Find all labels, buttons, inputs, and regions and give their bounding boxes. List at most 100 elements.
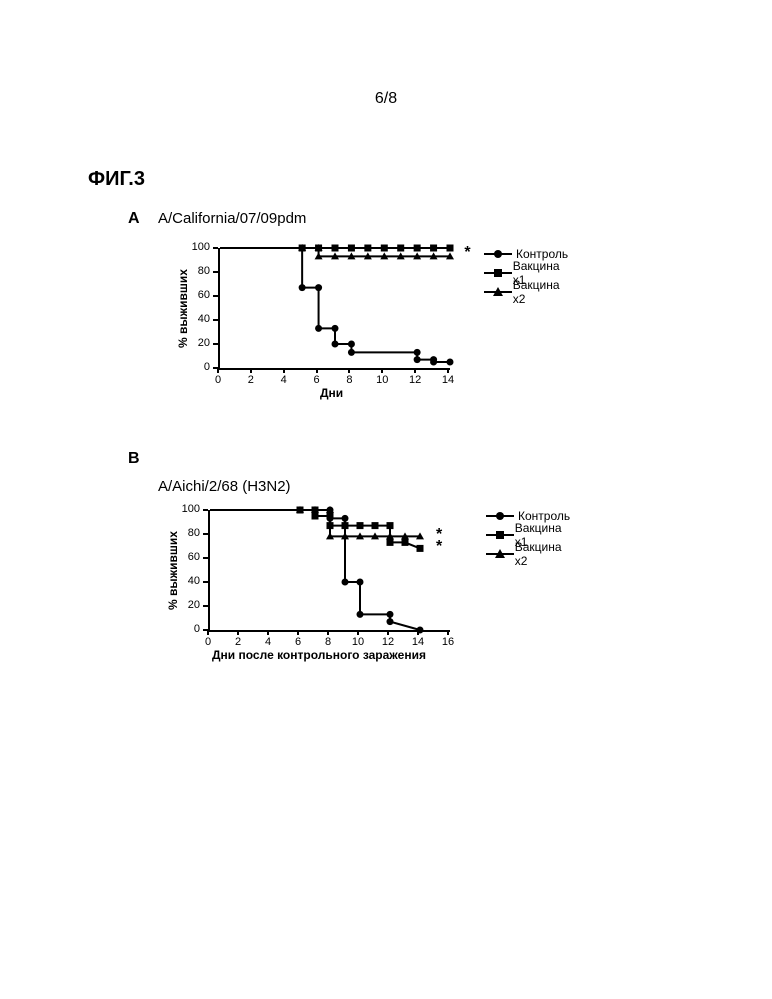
series-marker-control: [447, 359, 454, 366]
panel-b-title: A/Aichi/2/68 (H3N2): [158, 478, 291, 495]
x-tick-label: 2: [241, 374, 261, 386]
x-tick: [381, 368, 383, 373]
series-marker-control: [342, 515, 349, 522]
significance-asterisk: *: [464, 244, 470, 262]
series-marker-vaccine_x1: [348, 245, 355, 252]
panel-a-svg: [220, 248, 450, 368]
x-tick-label: 6: [288, 636, 308, 648]
x-tick: [327, 630, 329, 635]
panel-b-legend: КонтрольВакцина x1Вакцина x2: [486, 508, 570, 565]
x-tick: [447, 368, 449, 373]
x-tick: [357, 630, 359, 635]
legend-label: Вакцина x2: [515, 540, 570, 568]
page-number: 6/8: [0, 90, 772, 108]
series-marker-vaccine_x1: [387, 522, 394, 529]
series-marker-vaccine_x1: [397, 245, 404, 252]
series-marker-control: [332, 341, 339, 348]
legend-label: Вакцина x2: [513, 278, 568, 306]
x-tick-label: 0: [208, 374, 228, 386]
series-marker-vaccine_x1: [372, 522, 379, 529]
y-tick-label: 80: [180, 265, 210, 277]
legend-item: Вакцина x2: [484, 284, 568, 300]
y-tick-label: 20: [170, 599, 200, 611]
y-tick: [203, 581, 208, 583]
legend-marker-wrap: [486, 528, 511, 542]
x-tick: [217, 368, 219, 373]
x-tick: [387, 630, 389, 635]
legend-marker-triangle-icon: [493, 287, 503, 296]
y-tick-label: 100: [180, 241, 210, 253]
series-marker-vaccine_x1: [381, 245, 388, 252]
panel-a-label: A: [128, 210, 140, 228]
x-tick-label: 12: [405, 374, 425, 386]
y-tick-label: 40: [180, 313, 210, 325]
series-marker-control: [348, 349, 355, 356]
y-tick: [213, 247, 218, 249]
series-marker-vaccine_x1: [364, 245, 371, 252]
x-tick-label: 14: [408, 636, 428, 648]
series-marker-vaccine_x1: [332, 245, 339, 252]
series-marker-vaccine_x1: [357, 522, 364, 529]
series-marker-vaccine_x1: [417, 545, 424, 552]
panel-b-plot: [208, 510, 450, 632]
panel-b-label: B: [128, 450, 140, 468]
x-tick-label: 10: [372, 374, 392, 386]
x-tick: [283, 368, 285, 373]
series-marker-control: [357, 611, 364, 618]
series-marker-control: [348, 341, 355, 348]
x-tick-label: 4: [274, 374, 294, 386]
x-tick-label: 12: [378, 636, 398, 648]
x-tick: [414, 368, 416, 373]
x-tick-label: 8: [318, 636, 338, 648]
series-marker-vaccine_x1: [430, 245, 437, 252]
y-tick-label: 80: [170, 527, 200, 539]
legend-marker-wrap: [486, 509, 514, 523]
y-tick: [213, 295, 218, 297]
x-tick-label: 6: [307, 374, 327, 386]
x-tick-label: 4: [258, 636, 278, 648]
series-marker-control: [332, 325, 339, 332]
y-tick-label: 100: [170, 503, 200, 515]
series-marker-control: [387, 618, 394, 625]
panel-a-legend: КонтрольВакцина x1Вакцина x2: [484, 246, 568, 303]
legend-marker-wrap: [484, 266, 509, 280]
legend-marker-wrap: [486, 547, 511, 561]
x-tick: [207, 630, 209, 635]
y-tick: [203, 605, 208, 607]
x-tick: [297, 630, 299, 635]
panel-a-title: A/California/07/09pdm: [158, 210, 306, 227]
legend-marker-circle-icon: [494, 250, 502, 258]
series-marker-vaccine_x1: [312, 513, 319, 520]
series-marker-control: [315, 325, 322, 332]
y-tick: [203, 509, 208, 511]
series-marker-control: [414, 349, 421, 356]
legend-marker-triangle-icon: [495, 549, 505, 558]
x-tick: [348, 368, 350, 373]
x-tick-label: 10: [348, 636, 368, 648]
y-tick: [213, 319, 218, 321]
y-tick: [203, 533, 208, 535]
y-tick-label: 0: [170, 623, 200, 635]
panel-a-plot: [218, 248, 450, 370]
x-tick: [250, 368, 252, 373]
legend-marker-wrap: [484, 247, 512, 261]
y-tick-label: 20: [180, 337, 210, 349]
x-tick-label: 16: [438, 636, 458, 648]
series-marker-control: [299, 284, 306, 291]
series-marker-control: [430, 359, 437, 366]
series-marker-control: [387, 611, 394, 618]
y-tick: [213, 343, 218, 345]
x-tick: [447, 630, 449, 635]
legend-marker-wrap: [484, 285, 509, 299]
y-tick-label: 60: [180, 289, 210, 301]
series-marker-vaccine_x1: [414, 245, 421, 252]
series-marker-control: [342, 579, 349, 586]
y-tick: [203, 557, 208, 559]
x-tick-label: 8: [339, 374, 359, 386]
figure-label: ФИГ.3: [88, 168, 145, 191]
legend-marker-square-icon: [496, 531, 504, 539]
legend-item: Вакцина x2: [486, 546, 570, 562]
x-tick: [417, 630, 419, 635]
legend-marker-square-icon: [494, 269, 502, 277]
series-marker-vaccine_x1: [402, 539, 409, 546]
